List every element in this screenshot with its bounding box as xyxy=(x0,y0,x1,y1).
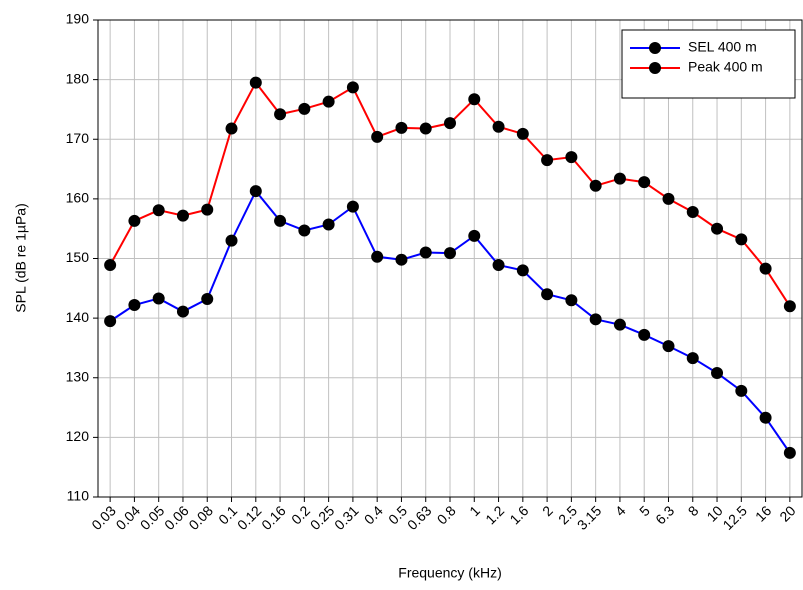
y-tick-label: 120 xyxy=(66,428,90,444)
data-point xyxy=(783,300,796,313)
legend-marker xyxy=(649,42,661,54)
data-point xyxy=(783,446,796,459)
x-tick-label: 3.15 xyxy=(574,502,605,533)
x-tick-label: 4 xyxy=(612,502,629,519)
data-point xyxy=(419,246,432,259)
x-tick-label: 0.12 xyxy=(234,502,265,533)
x-tick-label: 6.3 xyxy=(652,502,677,527)
x-axis-label: Frequency (kHz) xyxy=(398,565,501,581)
data-point xyxy=(638,176,651,189)
data-point xyxy=(589,179,602,192)
data-point xyxy=(686,352,699,365)
data-point xyxy=(322,95,335,108)
data-point xyxy=(589,313,602,326)
y-axis-label: SPL (dB re 1µPa) xyxy=(13,203,29,312)
data-point xyxy=(735,384,748,397)
y-tick-label: 130 xyxy=(66,368,90,384)
data-point xyxy=(152,292,165,305)
data-point xyxy=(541,288,554,301)
data-point xyxy=(662,340,675,353)
data-point xyxy=(492,259,505,272)
data-point xyxy=(346,81,359,94)
data-point xyxy=(176,305,189,318)
data-point xyxy=(274,214,287,227)
data-point xyxy=(492,120,505,133)
y-tick-label: 110 xyxy=(67,488,90,504)
data-point xyxy=(225,122,238,135)
x-tick-label: 0.06 xyxy=(161,502,192,533)
data-point xyxy=(613,172,626,185)
y-tick-label: 170 xyxy=(66,130,90,146)
data-point xyxy=(711,222,724,235)
data-point xyxy=(395,121,408,134)
data-point xyxy=(249,185,262,198)
x-tick-label: 8 xyxy=(685,502,702,519)
legend-label: SEL 400 m xyxy=(688,39,757,55)
data-point xyxy=(516,127,529,140)
data-point xyxy=(371,130,384,143)
data-point xyxy=(395,253,408,266)
x-tick-label: 5 xyxy=(636,502,653,519)
x-tick-label: 0.08 xyxy=(185,502,216,533)
data-point xyxy=(711,366,724,379)
data-point xyxy=(152,204,165,217)
x-tick-label: 12.5 xyxy=(719,502,750,533)
x-tick-label: 0.03 xyxy=(88,502,119,533)
data-point xyxy=(565,294,578,307)
data-point xyxy=(516,264,529,277)
data-point xyxy=(662,192,675,205)
data-point xyxy=(176,209,189,222)
data-point xyxy=(298,224,311,237)
x-tick-label: 0.8 xyxy=(434,502,459,527)
data-point xyxy=(735,233,748,246)
x-tick-label: 16 xyxy=(752,502,774,524)
data-point xyxy=(371,250,384,263)
data-point xyxy=(201,203,214,216)
data-point xyxy=(201,293,214,306)
data-point xyxy=(613,318,626,331)
data-point xyxy=(759,262,772,275)
data-point xyxy=(225,234,238,247)
x-tick-label: 20 xyxy=(776,502,798,524)
data-point xyxy=(322,218,335,231)
x-tick-label: 0.4 xyxy=(361,502,386,527)
data-point xyxy=(565,151,578,164)
x-tick-label: 0.05 xyxy=(137,502,168,533)
data-point xyxy=(346,200,359,213)
x-tick-label: 1 xyxy=(466,502,483,519)
data-point xyxy=(468,93,481,106)
data-point xyxy=(104,259,117,272)
legend-marker xyxy=(649,62,661,74)
data-point xyxy=(468,229,481,242)
data-point xyxy=(759,411,772,424)
data-point xyxy=(444,247,456,260)
data-point xyxy=(419,122,432,135)
data-point xyxy=(249,76,262,89)
y-tick-label: 190 xyxy=(66,11,90,27)
x-tick-label: 1.2 xyxy=(482,502,507,527)
x-tick-label: 0.25 xyxy=(307,502,338,533)
data-point xyxy=(638,328,651,341)
data-point xyxy=(274,108,287,121)
x-tick-label: 0.16 xyxy=(258,502,289,533)
x-tick-label: 0.63 xyxy=(404,502,435,533)
data-point xyxy=(128,299,141,312)
x-tick-label: 0.31 xyxy=(331,502,362,533)
x-tick-label: 2 xyxy=(539,502,556,519)
y-tick-label: 150 xyxy=(66,249,90,265)
y-tick-label: 140 xyxy=(66,309,90,325)
data-point xyxy=(686,205,699,218)
y-tick-label: 160 xyxy=(66,190,90,206)
data-point xyxy=(128,214,141,227)
x-tick-label: 1.6 xyxy=(506,502,531,527)
legend-label: Peak 400 m xyxy=(688,59,763,75)
data-point xyxy=(444,117,456,130)
data-point xyxy=(541,154,554,167)
x-tick-label: 0.04 xyxy=(113,502,144,533)
data-point xyxy=(104,315,117,328)
y-tick-label: 180 xyxy=(66,70,90,86)
data-point xyxy=(298,102,311,115)
